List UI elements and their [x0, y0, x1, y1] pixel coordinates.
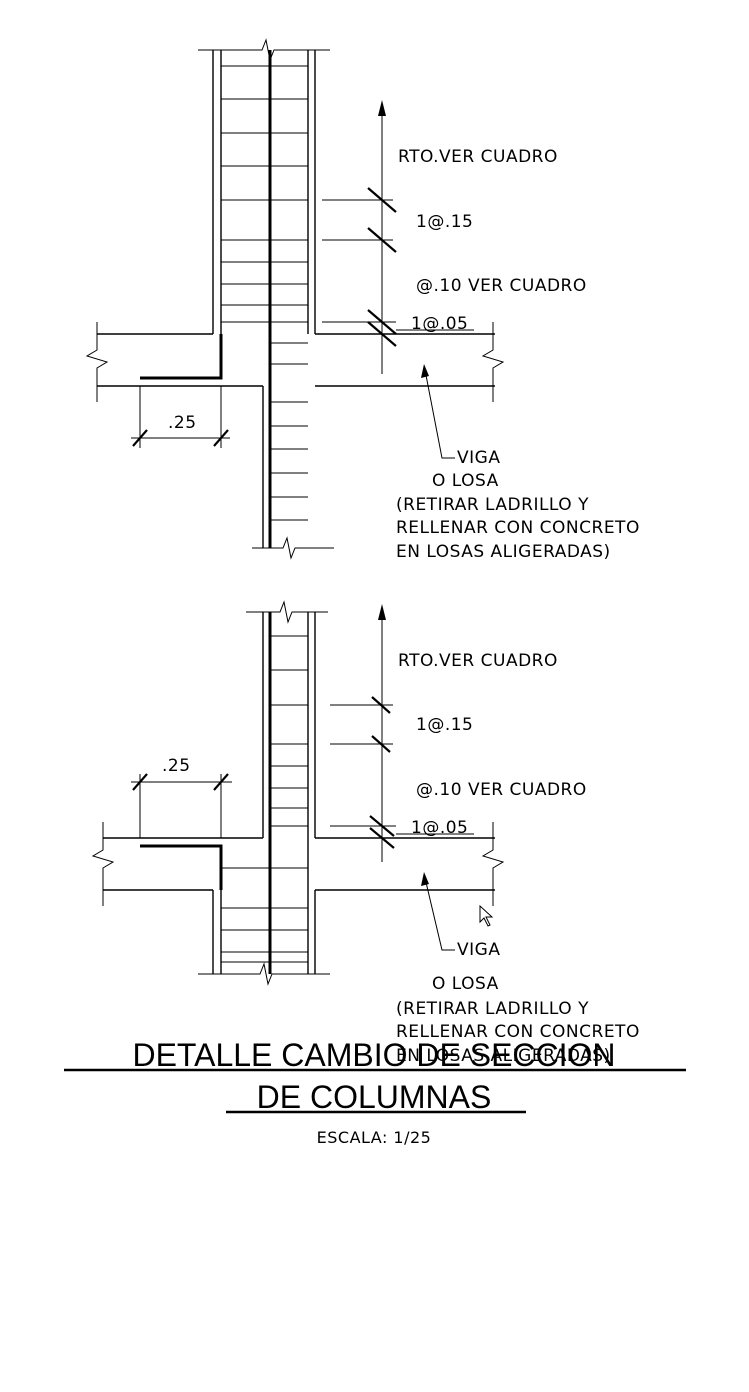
beam-leader — [424, 877, 455, 951]
spacing-note-a: 1@.15 — [416, 715, 473, 735]
spacing-note-a: 1@.15 — [416, 212, 473, 232]
svg-text:O LOSA: O LOSA — [432, 471, 499, 491]
svg-text:RELLENAR CON CONCRETO: RELLENAR CON CONCRETO — [396, 518, 640, 538]
spacing-note-c: 1@.05 — [411, 314, 468, 334]
dimension-025 — [131, 773, 232, 838]
break-line-top — [246, 600, 328, 624]
arrow-up-icon — [378, 100, 386, 116]
detail-2: .25 RTO.VER CUADRO 1@.15 @.10 VER CUADRO… — [91, 600, 640, 1066]
title-line-1: DETALLE CAMBIO DE SECCION — [132, 1037, 615, 1073]
arrow-up-icon — [378, 604, 386, 620]
title-line-2: DE COLUMNAS — [257, 1079, 492, 1115]
bent-bar — [140, 334, 223, 380]
break-line-top — [198, 38, 330, 62]
break-line-bottom — [252, 536, 334, 560]
svg-text:EN LOSAS ALIGERADAS): EN LOSAS ALIGERADAS) — [396, 542, 611, 562]
svg-text:(RETIRAR LADRILLO Y: (RETIRAR LADRILLO Y — [396, 999, 589, 1019]
svg-text:O LOSA: O LOSA — [432, 974, 499, 994]
stirrups-lower — [221, 867, 308, 963]
upper-spacing-note: RTO.VER CUADRO — [398, 147, 558, 167]
stirrups-upper — [270, 635, 308, 827]
stirrups-upper — [221, 65, 308, 323]
slab-outline — [85, 322, 505, 402]
upper-spacing-note: RTO.VER CUADRO — [398, 651, 558, 671]
spacing-note-b: @.10 VER CUADRO — [416, 780, 587, 800]
leader-arrow-icon — [421, 872, 429, 886]
beam-label: VIGA O LOSA (RETIRAR LADRILLO Y RELLENAR… — [396, 448, 640, 562]
dimension-label: .25 — [168, 413, 197, 433]
svg-text:EN LOSAS ALIGERADAS): EN LOSAS ALIGERADAS) — [396, 1046, 611, 1066]
break-line-bottom — [198, 962, 330, 986]
detail-1: .25 RTO.VER CUADRO 1@.15 @.10 VER CUADRO… — [85, 38, 640, 562]
dimension-025 — [131, 386, 230, 448]
svg-text:(RETIRAR LADRILLO Y: (RETIRAR LADRILLO Y — [396, 495, 589, 515]
leader-arrow-icon — [421, 364, 429, 378]
scale-label: ESCALA: 1/25 — [317, 1128, 432, 1147]
beam-label: VIGA O LOSA (RETIRAR LADRILLO Y RELLENAR… — [396, 940, 640, 1066]
svg-text:VIGA: VIGA — [457, 448, 500, 468]
stirrups-lower — [270, 342, 308, 521]
mouse-pointer-icon — [479, 904, 494, 927]
drawing-title: DETALLE CAMBIO DE SECCION DE COLUMNAS ES… — [64, 1037, 686, 1147]
svg-text:VIGA: VIGA — [457, 940, 500, 960]
svg-text:RELLENAR CON CONCRETO: RELLENAR CON CONCRETO — [396, 1022, 640, 1042]
spacing-note-c: 1@.05 — [411, 818, 468, 838]
dimension-label: .25 — [162, 756, 191, 776]
bent-bar — [140, 844, 223, 890]
spacing-note-b: @.10 VER CUADRO — [416, 276, 587, 296]
beam-leader — [424, 369, 455, 459]
